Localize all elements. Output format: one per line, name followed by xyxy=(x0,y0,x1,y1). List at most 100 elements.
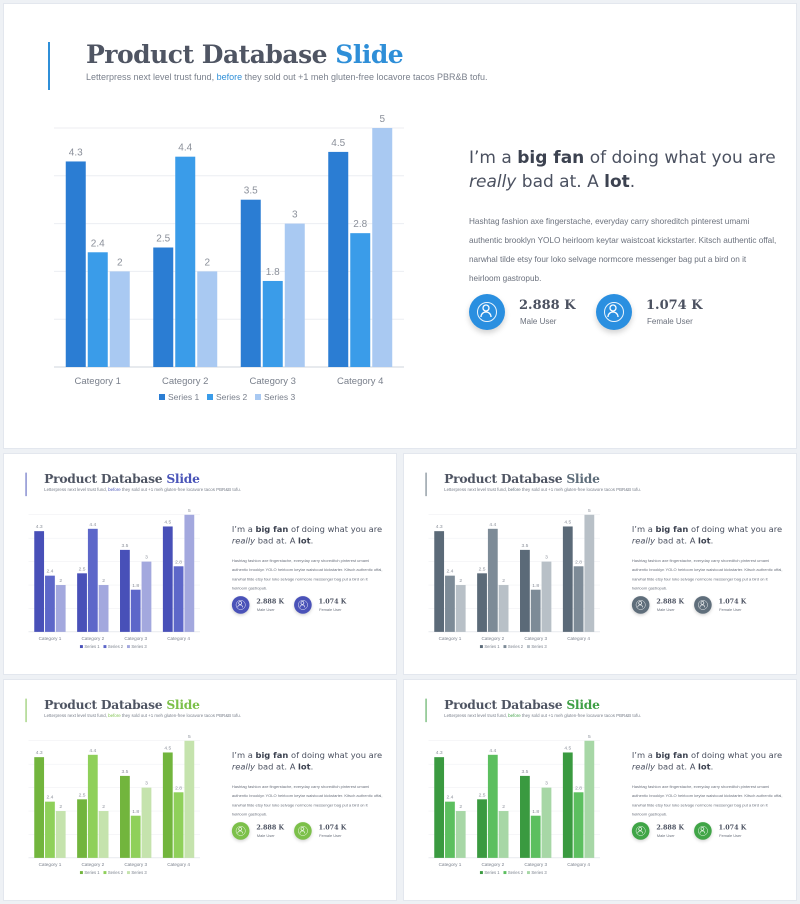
legend-swatch xyxy=(79,871,83,875)
title-accent: Slide xyxy=(166,697,200,712)
slide-thumbnail-blue[interactable]: 4.3 2.4 2 Category 1 2.5 4.4 2 Category 2 3.5 1.8… xyxy=(4,4,796,448)
data-label: 4.5 xyxy=(331,138,345,149)
slide-thumbnail-lime[interactable]: 4.3 2.4 2 Category 1 2.5 4.4 2 Category 2 3.5 1.8… xyxy=(4,680,396,900)
headline-italic: really xyxy=(469,172,517,192)
bar-series-1-category-1 xyxy=(34,757,45,858)
category-label: Category 1 xyxy=(39,636,62,641)
legend-label: Series 2 xyxy=(108,644,124,649)
bar-series-1-category-1 xyxy=(65,161,86,367)
female-user-count: 1.074 K xyxy=(646,298,703,313)
subtitle-link: before xyxy=(508,487,521,493)
data-label: 1.8 xyxy=(266,267,280,278)
slide-thumbnail-indigo[interactable]: 4.3 2.4 2 Category 1 2.5 4.4 2 Category 2 3.5 1.8… xyxy=(4,454,396,674)
bar-series-2-category-2 xyxy=(87,754,98,858)
subtitle-text-end: they sold out +1 meh gluten-free locavor… xyxy=(521,487,641,493)
bar-series-3-category-1 xyxy=(55,585,66,632)
category-label: Category 4 xyxy=(167,636,190,641)
title-accent: Slide xyxy=(566,471,600,486)
male-user-count: 2.888 K xyxy=(656,598,685,606)
subtitle: Letterpress next level trust fund, befor… xyxy=(444,487,641,492)
headline-bold-2: lot xyxy=(604,172,630,192)
bar-chart: 4.3 2.4 2 Category 1 2.5 4.4 2 Category 2 3.5 1.8… xyxy=(428,508,601,649)
bar-series-3-category-2 xyxy=(197,271,218,367)
bar-chart: 4.3 2.4 2 Category 1 2.5 4.4 2 Category 2 3.5 1.8… xyxy=(428,734,601,875)
data-label: 1.8 xyxy=(132,583,139,589)
headline-post: bad at. A xyxy=(257,536,296,547)
bar-series-1-category-4 xyxy=(162,526,173,632)
bar-series-1-category-3 xyxy=(520,775,530,858)
page-title: Product Database Slide xyxy=(444,471,600,486)
category-label: Category 3 xyxy=(124,862,147,867)
data-label: 3.5 xyxy=(522,543,529,549)
data-label: 1.8 xyxy=(132,809,139,815)
subtitle-text: Letterpress next level trust fund, xyxy=(44,487,107,493)
bar-series-1-category-2 xyxy=(153,247,174,367)
user-icon xyxy=(694,822,712,840)
bar-chart: 4.3 2.4 2 Category 1 2.5 4.4 2 Category 2 3.5 1.8… xyxy=(28,734,201,875)
subtitle-link: before xyxy=(108,487,121,493)
headline-bold: big fan xyxy=(255,750,289,761)
headline-mid: of doing what you are xyxy=(690,524,783,535)
headline-post: bad at. A xyxy=(657,536,696,547)
headline-mid: of doing what you are xyxy=(690,750,783,761)
data-label: 2 xyxy=(102,578,105,584)
data-label: 4.4 xyxy=(89,748,96,754)
page-title: Product Database Slide xyxy=(44,472,200,486)
category-label: Category 2 xyxy=(481,636,504,641)
female-user-count: 1.074 K xyxy=(718,824,747,832)
bar-series-3-category-4 xyxy=(372,128,393,367)
legend-label: Series 2 xyxy=(508,870,524,875)
headline-pre: I’m a xyxy=(631,750,653,761)
data-label: 4.3 xyxy=(69,147,83,158)
slide-thumbnail-slate[interactable]: 4.3 2.4 2 Category 1 2.5 4.4 2 Category 2 3.5 1.8… xyxy=(404,454,796,674)
data-label: 4.4 xyxy=(178,143,192,154)
female-user-label: Female User xyxy=(319,833,342,838)
bar-series-1-category-1 xyxy=(34,531,45,632)
bar-series-1-category-2 xyxy=(77,799,87,858)
user-icon xyxy=(294,596,312,614)
male-user-count: 2.888 K xyxy=(256,598,285,606)
title-main: Product Database xyxy=(444,471,563,486)
legend-label: Series 3 xyxy=(531,644,547,649)
bar-series-1-category-3 xyxy=(120,775,130,858)
headline: I’m a big fan of doing what you are real… xyxy=(232,524,384,548)
data-label: 2.8 xyxy=(575,785,582,791)
headline-post: bad at. A xyxy=(257,762,296,773)
bar-series-2-category-3 xyxy=(530,815,541,858)
slide-thumbnail-green[interactable]: 4.3 2.4 2 Category 1 2.5 4.4 2 Category 2 3.5 1.8… xyxy=(404,680,796,900)
legend-swatch xyxy=(503,645,507,649)
headline-mid: of doing what you are xyxy=(290,524,383,535)
data-label: 5 xyxy=(588,508,591,514)
bar-series-1-category-3 xyxy=(120,549,130,632)
category-label: Category 3 xyxy=(250,376,296,387)
legend-swatch xyxy=(479,871,483,875)
category-label: Category 4 xyxy=(567,862,590,867)
male-user-label: Male User xyxy=(256,833,275,838)
legend-label: Series 1 xyxy=(84,870,100,875)
legend-swatch xyxy=(103,871,107,875)
male-user-label: Male User xyxy=(256,607,275,612)
male-user-count: 2.888 K xyxy=(656,824,685,832)
bar-chart: 4.3 2.4 2 Category 1 2.5 4.4 2 Category 2 3.5 1.8… xyxy=(28,508,201,649)
bar-series-1-category-4 xyxy=(562,526,573,632)
body-paragraph: Hashtag fashion axe fingerstache, everyd… xyxy=(231,784,383,817)
user-icon xyxy=(231,822,250,840)
title-accent-bar xyxy=(25,698,27,723)
data-label: 2 xyxy=(204,257,210,268)
title-main: Product Database xyxy=(444,697,563,712)
data-label: 4.3 xyxy=(436,750,443,756)
bar-series-1-category-2 xyxy=(477,573,487,632)
headline: I’m a big fan of doing what you are real… xyxy=(232,750,384,774)
female-user-label: Female User xyxy=(719,833,742,838)
headline-bold-2: lot xyxy=(698,762,711,773)
bar-series-3-category-4 xyxy=(584,740,595,858)
bar-series-1-category-1 xyxy=(434,757,445,858)
category-label: Category 4 xyxy=(337,376,383,387)
data-label: 4.3 xyxy=(436,524,443,530)
title-accent-bar xyxy=(48,42,50,90)
bar-series-2-category-3 xyxy=(130,815,141,858)
legend-swatch xyxy=(79,645,83,649)
data-label: 2.4 xyxy=(47,569,54,575)
data-label: 2.4 xyxy=(47,795,54,801)
category-label: Category 2 xyxy=(481,862,504,867)
